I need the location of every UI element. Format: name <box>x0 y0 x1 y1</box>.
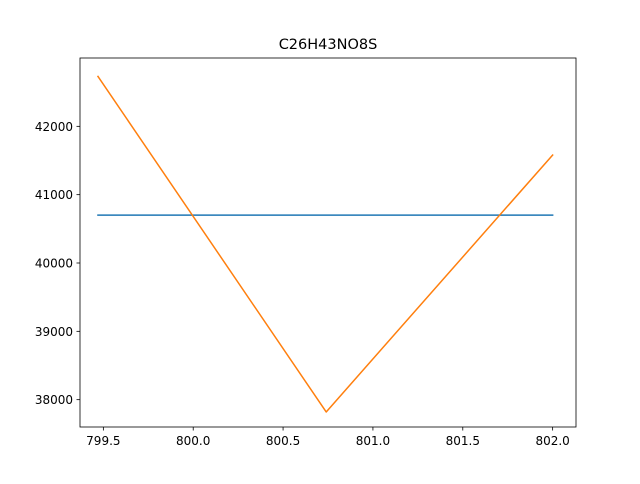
x-tick-label: 799.5 <box>86 434 120 448</box>
y-tick-label: 42000 <box>35 120 73 134</box>
series-line-2 <box>96 75 554 413</box>
x-tick-label: 801.0 <box>356 434 390 448</box>
x-tick-label: 800.0 <box>176 434 210 448</box>
y-tick-label: 40000 <box>35 257 73 271</box>
x-tick-label: 801.5 <box>446 434 480 448</box>
axes-layer: 799.5 800.0 800.5 801.0 801.5 802.0 38000 39000… <box>35 57 577 448</box>
chart-title: C26H43NO8S <box>279 37 378 53</box>
x-tick-label: 802.0 <box>535 434 569 448</box>
y-tick-label: 38000 <box>35 393 73 407</box>
series-layer <box>96 75 554 413</box>
y-tick-label: 39000 <box>35 325 73 339</box>
axes-frame <box>79 57 577 428</box>
y-tick-label: 41000 <box>35 188 73 202</box>
x-tick-label: 800.5 <box>266 434 300 448</box>
